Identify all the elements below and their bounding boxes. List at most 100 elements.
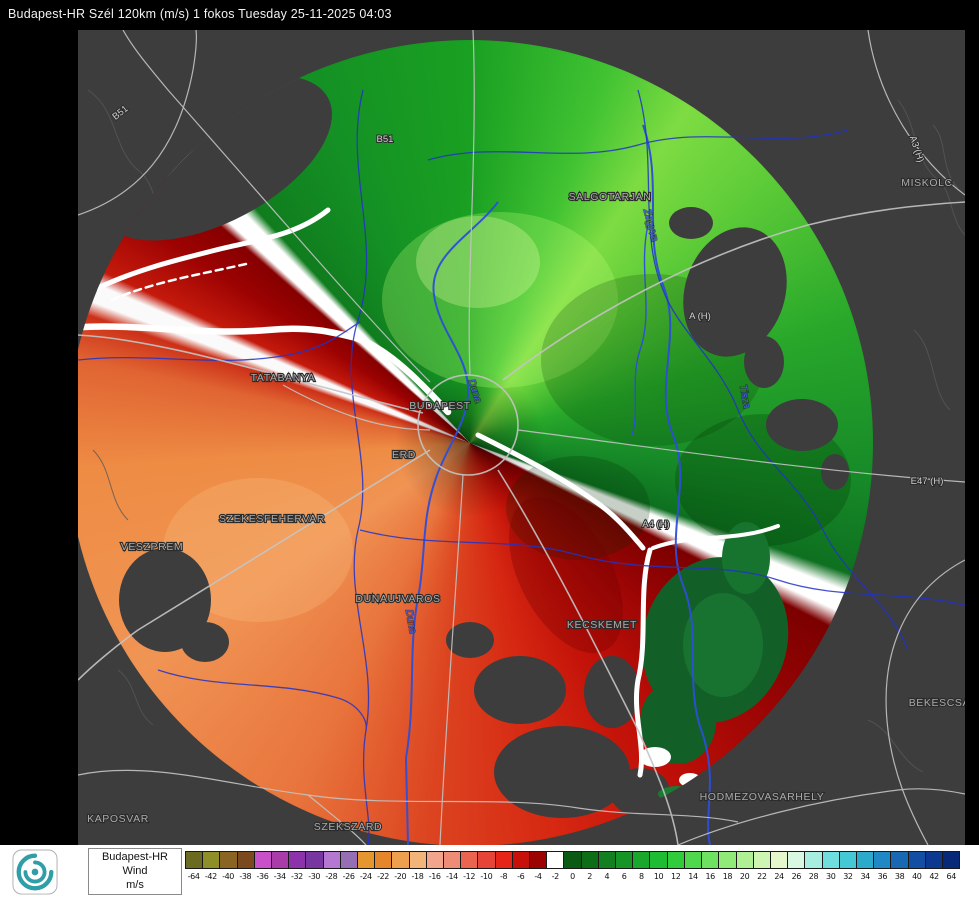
legend-value: -20 [394,872,407,881]
legend-value: -22 [377,872,389,881]
legend-swatch [564,852,582,868]
legend-value: -24 [359,872,372,881]
city-label: SALGOTARJAN [569,191,652,203]
legend-swatch [598,852,617,868]
legend-swatch [616,852,634,868]
legend-value: -40 [222,872,234,881]
legend-swatch [237,852,255,868]
legend-values: -64 -42 -40 -38 -36 -34 -32 -30 -28 -26 -24 -22 -20-… [185,872,960,881]
legend-value: -12 [463,872,476,881]
city-labels: TATABANYA BUDAPEST ERD SZEKESFEHERVAR VESZPR… [86,176,965,834]
road-b51 [122,30,431,383]
legend-value: -26 [342,872,355,881]
river-tisza [642,124,711,845]
city-label: HODMEZOVASARHELY [700,791,825,803]
legend-value: 20 [739,872,750,881]
river-label: Tisza [737,384,752,410]
legend-value: 42 [929,872,939,881]
legend-swatch [667,852,685,868]
legend-value: 6 [621,872,627,881]
legend-swatch [547,852,565,868]
legend-value: -2 [551,872,560,881]
map-area: TATABANYA BUDAPEST ERD SZEKESFEHERVAR VESZPR… [78,30,965,845]
legend-swatch [530,852,548,868]
road-m3 [502,201,965,381]
legend-value: 0 [570,872,575,881]
river-label: Zagyva [641,207,660,243]
met-service-logo-icon [12,849,58,895]
legend-value: -30 [308,872,321,881]
legend-swatch [186,852,204,868]
legend-swatch [942,852,960,868]
legend-value: -36 [256,872,269,881]
legend-value: -64 [187,872,200,881]
legend-value: -14 [445,872,458,881]
legend-swatch [478,852,496,868]
legend-swatch [908,852,926,868]
legend-value: -28 [325,872,338,881]
legend-swatch [444,852,462,868]
legend-value: -42 [204,872,217,881]
legend-value: 10 [653,872,664,881]
legend-value: 38 [894,872,905,881]
legend-swatch [788,852,806,868]
legend-swatch [272,852,290,868]
legend-swatch [512,852,531,868]
legend-swatch [581,852,599,868]
legend-value: 26 [791,872,802,881]
legend-swatch [684,852,703,868]
legend-value: -34 [273,872,286,881]
legend-swatch [925,852,943,868]
legend-value: -38 [239,872,252,881]
legend-value: -10 [480,872,493,881]
city-label: VESZPREM [121,541,184,553]
zero-isodop-band [78,207,646,551]
legend-value: -16 [428,872,441,881]
product-title: Budapest-HR Szél 120km (m/s) 1 fokos Tue… [8,7,392,21]
road-north [468,30,475,376]
legend-value: 34 [860,872,870,881]
legend-value: 2 [587,872,592,881]
road-m7 [78,449,431,681]
legend-value: 36 [877,872,888,881]
legend-value: 32 [843,872,853,881]
city-label: SZEKESFEHERVAR [219,513,325,525]
road-ring-m0 [417,374,519,476]
legend-swatch [375,852,393,868]
legend-value: 28 [808,872,819,881]
legend-value: 16 [705,872,715,881]
legend-unit: m/s [126,879,144,892]
legend-value: 64 [946,872,957,881]
legend-value: -8 [499,872,508,881]
city-label: KAPOSVAR [87,813,149,825]
storm-cell-se [633,522,789,802]
legend-swatch [719,852,737,868]
legend-swatch [220,852,238,868]
legend-bar: Budapest-HR Wind m/s -64 -42 -40 -38 -36 -34-… [0,845,979,900]
legend-swatch [856,852,875,868]
admin-borders [78,89,965,845]
legend-swatch [770,852,789,868]
legend-swatch [392,852,410,868]
legend-swatch [340,852,359,868]
road-south [439,474,464,845]
city-label: DUNAUJVAROS [355,593,440,605]
road-label: A3 (H) [907,134,926,164]
map-overlay: TATABANYA BUDAPEST ERD SZEKESFEHERVAR VESZPR… [78,30,965,845]
road-label: A4 (H) [642,519,669,530]
legend-swatch [650,852,668,868]
city-label: KECSKEMET [567,619,637,631]
terrain-contours [87,89,965,773]
rivers [404,124,711,845]
roads [78,30,965,845]
road-label: A (H) [689,311,711,322]
legend-value: 40 [912,872,922,881]
river-zagyva [631,224,649,436]
legend-value: 24 [774,872,784,881]
city-label: MISKOLC [901,177,952,189]
legend-swatch [874,852,892,868]
legend-swatch [461,852,479,868]
title-bar: Budapest-HR Szél 120km (m/s) 1 fokos Tue… [0,0,979,30]
city-label: ERD [392,449,416,461]
